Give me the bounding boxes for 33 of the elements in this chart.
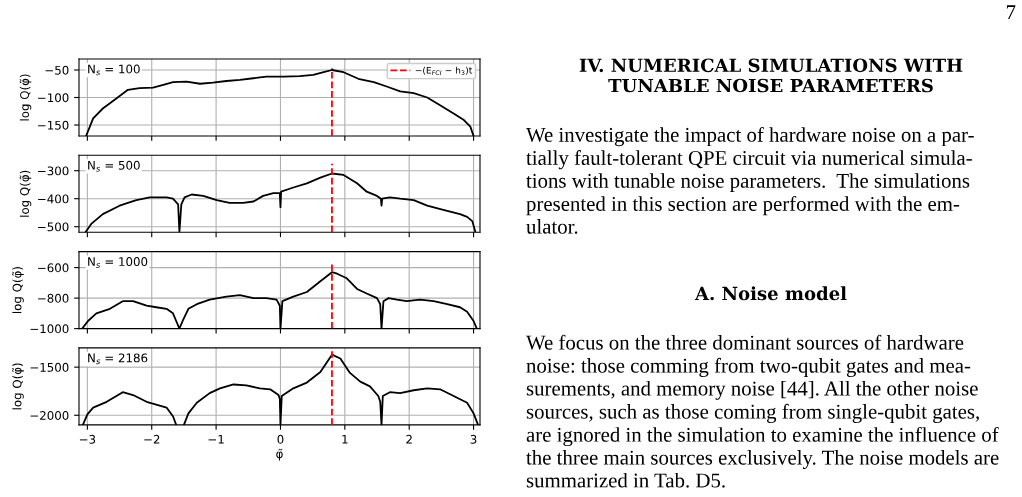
y-axis-title: log Q(φ̃) [12,363,24,410]
y-tick-label: −300 [38,166,69,176]
x-tick-label: −3 [79,434,96,444]
y-tick-label: −150 [38,120,69,130]
annotation: N$_{s}$ = 100 [88,64,140,76]
x-tick-label: 0 [277,434,284,444]
x-axis-title: φ̃ [276,448,283,461]
annotation: N$_{s}$ = 2186 [88,353,148,365]
text: A. Noise model [694,286,847,301]
y-axis-title: log Q(φ̃) [19,170,32,217]
y-tick-label: −400 [38,194,69,204]
text: 7 [1006,5,1016,20]
x-tick-label: 3 [470,434,477,444]
legend-label: −(E$_{FCI}$ − h$_{3}$)t [415,66,473,76]
x-tick-label: −1 [208,434,224,444]
text: IV. NUMERICAL SIMULATIONS WITH TUNABLE NOISE PARAMETERS [579,58,963,93]
y-tick-label: −500 [38,222,69,232]
y-tick-label: −800 [38,293,69,303]
y-tick-label: −1500 [30,362,69,372]
x-tick-label: 1 [342,434,348,444]
y-axis-title: log Q(φ̃) [19,74,32,121]
y-tick-label: −2000 [30,411,69,420]
y-tick-label: −600 [38,263,69,273]
x-tick-label: −2 [144,434,160,444]
y-tick-label: −100 [38,93,69,103]
annotation: N$_{s}$ = 500 [88,160,140,172]
y-tick-label: −50 [45,65,69,75]
y-axis-title: log Q(φ̃) [12,267,24,314]
annotation: N$_{s}$ = 1000 [88,257,148,268]
text: We focus on the three dominant sources of hardware noise: those comming from two-qubit gates and mea- surements, and memory noise [44]. All the other noise sources, such as those coming from single-qubit gates, are ignored in the simulation to examine the influence of the three main sources exclusively. The noise models are summarized in Tab. D5. [526,334,999,488]
text: We investigate the impact of hardware noise on a par- tially fault-tolerant QPE circuit via numerical simula- tions with tunable noise parameters. The simulations presented in this section are performed with the em- ulator. [526,127,974,234]
y-tick-label: −1000 [30,324,69,334]
x-tick-label: 2 [406,434,412,444]
